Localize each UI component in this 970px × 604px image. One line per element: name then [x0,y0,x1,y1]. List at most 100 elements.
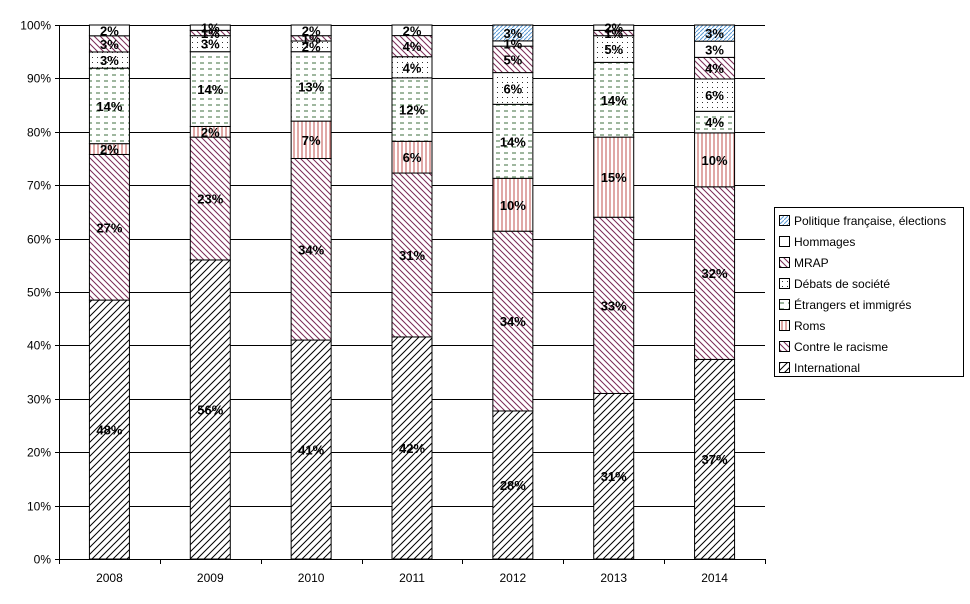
data-label: 6% [403,150,422,165]
bar-segment [593,24,635,31]
legend-item: Hommages [779,231,963,252]
x-tick-label: 2010 [298,571,325,585]
bar-segment [593,35,635,63]
y-tick-label: 40% [27,339,51,353]
bar-segment [694,358,736,560]
data-label: 42% [399,441,425,456]
bar-segment [290,120,332,160]
bar-segment [88,67,130,145]
legend-swatch [779,278,790,289]
bar-segment [189,136,231,261]
y-tick-label: 50% [27,286,51,300]
data-label: 14% [197,82,223,97]
data-label: 1% [201,26,220,41]
data-label: 28% [500,478,526,493]
data-label: 33% [601,298,627,313]
data-label: 14% [96,99,122,114]
legend-item: Roms [779,315,963,336]
data-label: 31% [399,248,425,263]
bar-segment [593,136,635,218]
y-tick-label: 70% [27,179,51,193]
data-label: 48% [96,423,122,438]
data-label: 56% [197,402,223,417]
bar-segment [88,299,130,560]
data-label: 4% [403,60,422,75]
data-label: 10% [702,153,728,168]
bars-group [88,24,736,560]
legend-swatch [779,320,790,331]
data-label: 2% [100,23,119,38]
bar-segment [593,392,635,560]
bar-segment [290,24,332,37]
bar-segment [290,158,332,341]
data-label: 27% [96,220,122,235]
bar-segment [492,410,534,560]
y-tick-label: 60% [27,233,51,247]
legend-label: Roms [794,318,826,333]
legend-swatch [779,236,790,247]
data-label: 1% [302,31,321,46]
data-label: 3% [100,37,119,52]
legend-item: Étrangers et immigrés [779,294,963,315]
data-label: 5% [503,52,522,67]
data-label: 6% [705,88,724,103]
data-label: 31% [601,469,627,484]
data-label: 34% [298,242,324,257]
data-label: 7% [302,133,321,148]
y-axis: 0% 10% 20% 30% 40% 50% 60% 70% 80% 90% 100% [20,19,60,567]
legend-item: Politique française, élections [779,210,963,231]
bar-segment [391,77,433,142]
data-label: 2% [100,142,119,157]
legend-swatch [779,362,790,373]
x-tick-label: 2011 [399,571,425,585]
legend-label: Étrangers et immigrés [794,297,912,312]
data-label: 23% [197,192,223,207]
bar-segment [492,24,534,42]
legend-item: MRAP [779,252,963,273]
data-label: 41% [298,443,324,458]
legend-item: Débats de société [779,273,963,294]
data-label: 3% [705,42,724,57]
y-tick-label: 0% [34,553,52,567]
bar-segment [492,103,534,179]
data-label: 2% [604,21,623,36]
bar-segment [290,339,332,560]
data-label: 4% [705,61,724,76]
data-label: 37% [702,452,728,467]
y-tick-label: 100% [20,19,51,33]
data-label: 10% [500,198,526,213]
data-label: 3% [201,37,220,52]
data-label: 32% [702,266,728,281]
data-label: 2% [302,23,321,38]
data-label: 14% [500,134,526,149]
legend-swatch [779,215,790,226]
bar-segment [88,153,130,301]
data-label: 5% [604,42,623,57]
x-axis: 2008 2009 2010 2011 2012 2013 2014 [59,559,766,585]
x-tick-label: 2008 [96,571,123,585]
data-label: 4% [403,39,422,54]
data-label: 3% [705,26,724,41]
legend: Politique française, élections Hommages MR… [774,207,964,377]
y-tick-label: 30% [27,393,51,407]
bar-segment [694,78,736,112]
bar-segment [694,24,736,42]
data-label: 3% [503,26,522,41]
legend-label: Hommages [794,234,856,249]
data-label: 6% [503,81,522,96]
x-tick-label: 2014 [701,571,728,585]
bar-segment [694,132,736,188]
bar-segment [88,24,130,37]
bar-segment [593,61,635,138]
legend-item: International [779,357,963,378]
data-label: 2% [201,125,220,140]
legend-label: Débats de société [794,276,891,291]
bar-segment [492,177,534,232]
legend-label: MRAP [794,255,829,270]
legend-label: Contre le racisme [794,339,889,354]
bar-segment [492,230,534,412]
data-label: 12% [399,103,425,118]
bar-segment [391,24,433,37]
data-label: 2% [302,39,321,54]
